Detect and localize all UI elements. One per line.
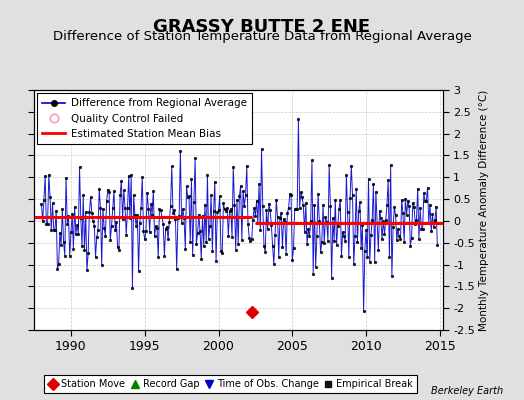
Y-axis label: Monthly Temperature Anomaly Difference (°C): Monthly Temperature Anomaly Difference (… <box>479 89 489 331</box>
Text: GRASSY BUTTE 2 ENE: GRASSY BUTTE 2 ENE <box>154 18 370 36</box>
Text: Berkeley Earth: Berkeley Earth <box>431 386 503 396</box>
Text: Difference of Station Temperature Data from Regional Average: Difference of Station Temperature Data f… <box>52 30 472 43</box>
Legend: Station Move, Record Gap, Time of Obs. Change, Empirical Break: Station Move, Record Gap, Time of Obs. C… <box>45 375 417 393</box>
Legend: Difference from Regional Average, Quality Control Failed, Estimated Station Mean: Difference from Regional Average, Qualit… <box>37 93 252 144</box>
